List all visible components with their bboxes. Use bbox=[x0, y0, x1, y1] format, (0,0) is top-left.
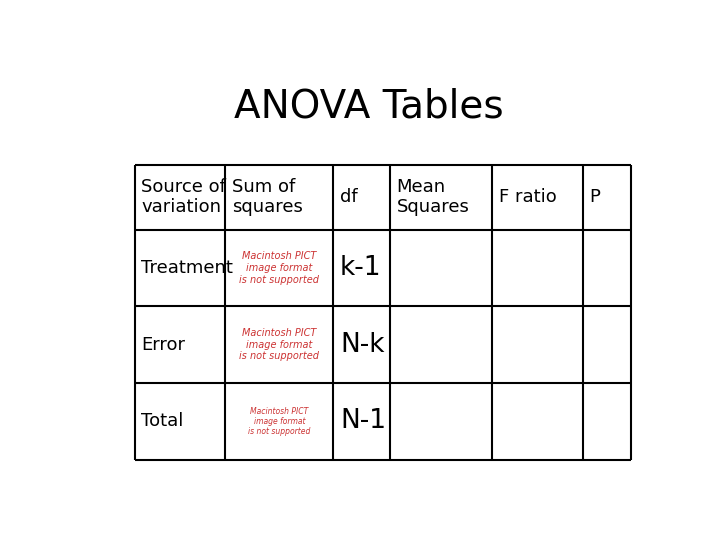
Text: Mean
Squares: Mean Squares bbox=[397, 178, 469, 217]
Text: F ratio: F ratio bbox=[499, 188, 557, 206]
Text: k-1: k-1 bbox=[340, 255, 382, 281]
Text: Treatment: Treatment bbox=[141, 259, 233, 277]
Text: df: df bbox=[340, 188, 358, 206]
Text: Total: Total bbox=[141, 413, 184, 430]
Text: N-k: N-k bbox=[340, 332, 384, 357]
Text: Source of
variation: Source of variation bbox=[141, 178, 226, 217]
Text: Macintosh PICT
image format
is not supported: Macintosh PICT image format is not suppo… bbox=[239, 251, 320, 285]
Text: Sum of
squares: Sum of squares bbox=[232, 178, 303, 217]
Text: Macintosh PICT
image format
is not supported: Macintosh PICT image format is not suppo… bbox=[239, 328, 320, 361]
Text: N-1: N-1 bbox=[340, 408, 386, 435]
Text: P: P bbox=[590, 188, 600, 206]
Text: Macintosh PICT
image format
is not supported: Macintosh PICT image format is not suppo… bbox=[248, 407, 310, 436]
Text: ANOVA Tables: ANOVA Tables bbox=[234, 87, 504, 125]
Text: Error: Error bbox=[141, 336, 185, 354]
